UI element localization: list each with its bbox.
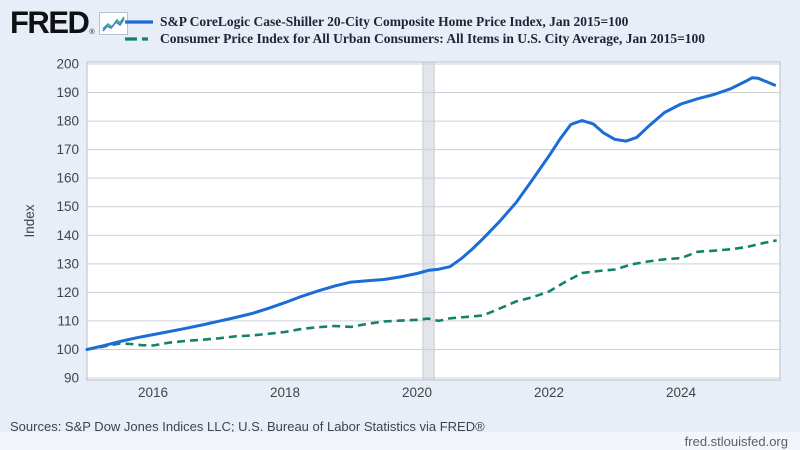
svg-text:180: 180 — [56, 114, 79, 129]
svg-text:2024: 2024 — [666, 385, 697, 400]
svg-text:2018: 2018 — [270, 385, 300, 400]
svg-text:100: 100 — [56, 342, 79, 357]
svg-text:150: 150 — [56, 199, 79, 214]
legend-label-cpi: Consumer Price Index for All Urban Consu… — [160, 30, 706, 46]
sources-note: Sources: S&P Dow Jones Indices LLC; U.S.… — [10, 419, 485, 434]
series-line-case-shiller — [85, 76, 777, 351]
svg-text:170: 170 — [56, 142, 79, 157]
svg-text:2016: 2016 — [138, 385, 168, 400]
svg-text:2020: 2020 — [402, 385, 432, 400]
y-tick-labels: 90 100 110 120 130 140 150 160 170 180 190 200 — [56, 57, 79, 386]
svg-text:140: 140 — [56, 228, 79, 243]
site-strip — [0, 432, 800, 450]
svg-text:2022: 2022 — [534, 385, 564, 400]
x-tick-labels: 2016 2018 2020 2022 2024 — [138, 385, 697, 400]
series-line-cpi — [86, 239, 777, 351]
legend-label-case-shiller: S&P CoreLogic Case-Shiller 20-City Compo… — [160, 13, 629, 29]
cpi-line-swatch — [125, 36, 153, 41]
svg-text:130: 130 — [56, 256, 79, 271]
recession-band — [422, 62, 435, 380]
plot-border — [86, 61, 781, 381]
svg-text:120: 120 — [56, 285, 79, 300]
fred-logo: FRED ® — [10, 4, 128, 41]
legend: S&P CoreLogic Case-Shiller 20-City Compo… — [124, 13, 705, 47]
legend-item-case-shiller: S&P CoreLogic Case-Shiller 20-City Compo… — [124, 13, 705, 30]
fred-sparkline-icon — [98, 12, 128, 35]
fred-site-label: fred.stlouisfed.org — [684, 434, 788, 449]
svg-text:90: 90 — [64, 371, 79, 386]
svg-text:160: 160 — [56, 171, 79, 186]
svg-text:190: 190 — [56, 85, 79, 100]
y-gridlines — [87, 63, 780, 379]
svg-text:110: 110 — [57, 313, 79, 328]
svg-text:200: 200 — [56, 57, 79, 72]
y-axis-title: Index — [22, 204, 37, 237]
registered-mark: ® — [89, 29, 95, 36]
legend-item-cpi: Consumer Price Index for All Urban Consu… — [124, 30, 705, 47]
fred-logo-text: FRED — [10, 4, 90, 41]
case-shiller-line-swatch — [125, 19, 153, 24]
